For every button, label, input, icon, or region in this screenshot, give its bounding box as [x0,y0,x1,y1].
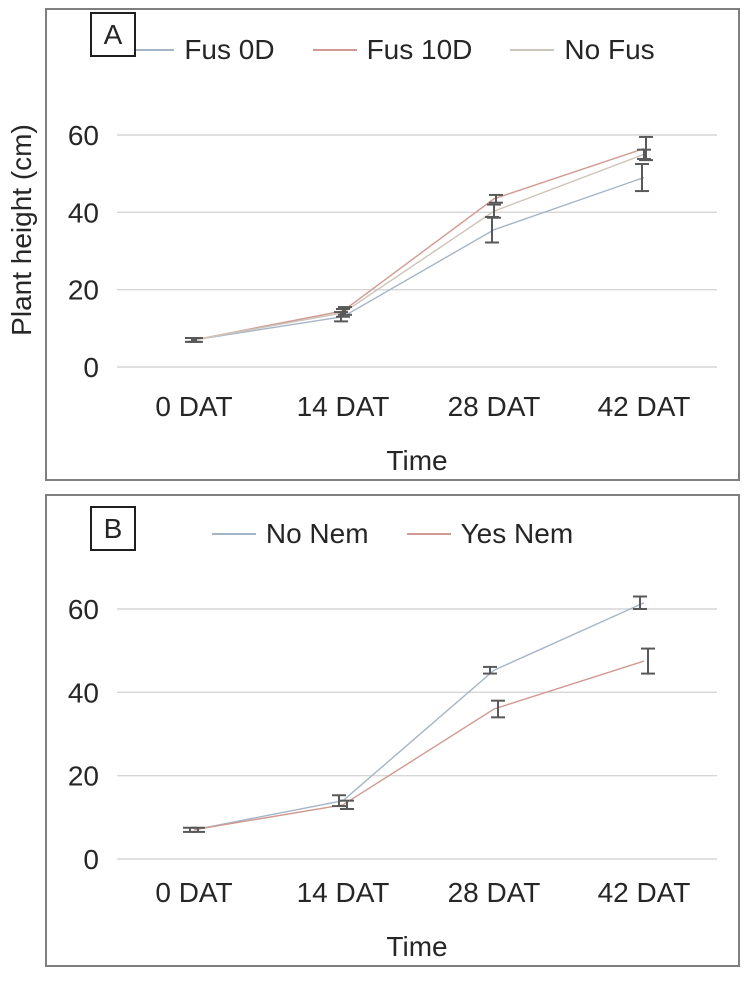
error-bar-fus-10d-28-dat [489,193,503,204]
y-tick-label-0: 0 [83,352,99,383]
x-axis-title: Time [386,931,447,962]
y-tick-label-60: 60 [68,594,99,625]
error-bar-no-fus-28-dat [487,203,501,219]
series-line-fus-0d [193,176,645,341]
panel-b-label: B [103,512,123,544]
legend-line-swatch-fus-10d [312,49,357,51]
error-bar-yes-nem-0-dat [191,826,205,833]
legend-line-swatch-fus-0d [130,49,175,51]
x-tick-label-0-dat: 0 DAT [155,391,232,422]
error-bar-fus-10d-42-dat [639,135,653,162]
x-tick-label-0-dat: 0 DAT [155,877,232,908]
legend-line-swatch-no-fus [510,49,555,51]
x-tick-label-14-dat: 14 DAT [297,877,390,908]
error-bar-no-nem-14-dat [332,794,346,808]
x-tick-label-28-dat: 28 DAT [448,391,541,422]
y-tick-label-20: 20 [68,275,99,306]
legend-item-fus-10d: Fus 10D [312,34,473,66]
legend-item-no-fus: No Fus [510,34,655,66]
y-tick-label-0: 0 [83,844,99,875]
legend-a: Fus 0D Fus 10D No Fus [47,34,738,66]
legend-line-swatch-yes-nem [406,533,451,535]
y-tick-label-20: 20 [68,761,99,792]
error-bar-yes-nem-28-dat [491,699,505,719]
x-tick-label-14-dat: 14 DAT [297,391,390,422]
legend-label-fus-10d: Fus 10D [366,34,473,65]
plot-b: 0 20 40 60 0 DAT 14 DAT 28 DAT 42 DAT Time [68,594,717,962]
panel-a-label: A [103,18,123,50]
plot-a: 0 20 40 60 0 DAT 14 DAT 28 DAT 42 DAT Time [68,120,717,476]
series-line-no-fus [193,153,645,341]
x-axis-title: Time [386,445,447,476]
y-tick-label-60: 60 [68,120,99,151]
error-bar-fus-0d-28-dat [485,215,499,244]
legend-item-yes-nem: Yes Nem [406,518,574,550]
panel-b: 0 20 40 60 0 DAT 14 DAT 28 DAT 42 DAT Time B No … [45,494,740,967]
x-tick-label-28-dat: 28 DAT [448,877,541,908]
x-tick-label-42-dat: 42 DAT [598,877,691,908]
error-bar-no-fus-14-dat [336,308,350,318]
panel-a: 0 20 40 60 0 DAT 14 DAT 28 DAT 42 DAT Time A Fus… [45,8,740,481]
error-bar-no-nem-28-dat [483,665,497,675]
series-line-fus-10d [193,147,645,341]
legend-item-no-nem: No Nem [211,518,369,550]
legend-item-fus-0d: Fus 0D [130,34,275,66]
legend-label-no-fus: No Fus [564,34,655,65]
error-bar-yes-nem-42-dat [641,647,655,675]
panel-b-label-box: B [90,506,136,551]
error-bar-no-fus-0-dat [187,337,201,343]
error-bar-no-fus-42-dat [637,148,651,160]
y-tick-label-40: 40 [68,677,99,708]
series-line-yes-nem [193,660,645,831]
panel-a-label-box: A [90,12,136,57]
legend-b: No Nem Yes Nem [47,518,738,550]
y-tick-label-40: 40 [68,197,99,228]
series-line-no-nem [193,602,645,831]
legend-label-yes-nem: Yes Nem [460,518,574,549]
legend-label-no-nem: No Nem [265,518,369,549]
error-bar-no-nem-42-dat [633,595,647,610]
legend-line-swatch-no-nem [211,533,256,535]
legend-label-fus-0d: Fus 0D [184,34,275,65]
error-bar-yes-nem-14-dat [340,799,354,810]
y-axis-title: Plant height (cm) [6,124,37,336]
error-bar-fus-0d-42-dat [635,163,649,193]
x-tick-label-42-dat: 42 DAT [598,391,691,422]
